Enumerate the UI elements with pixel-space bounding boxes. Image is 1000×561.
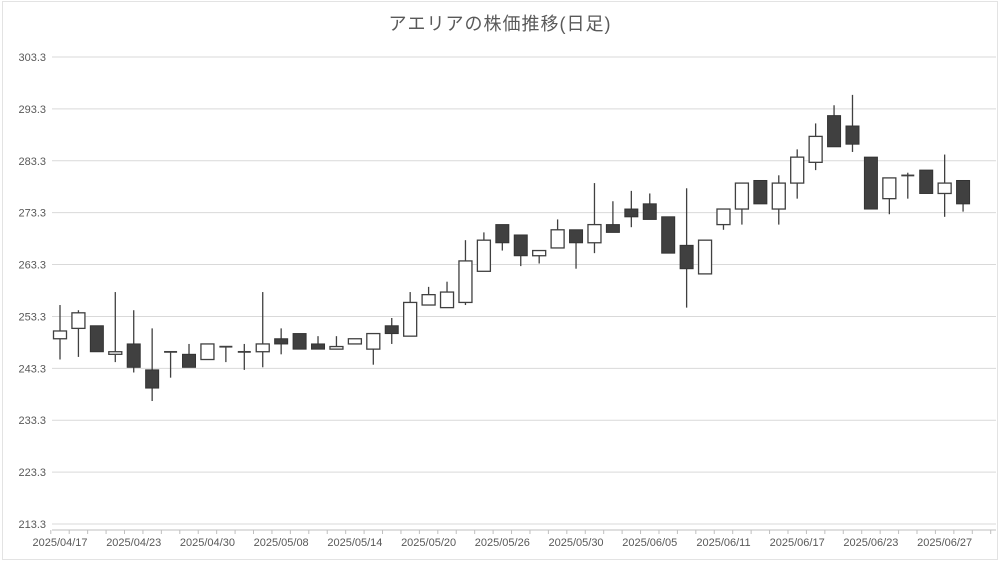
candle-down <box>274 338 289 345</box>
candle-up <box>790 156 805 184</box>
candle-up <box>882 177 897 200</box>
x-axis-label: 2025/04/23 <box>106 537 161 549</box>
candle-down <box>182 353 197 368</box>
candle-doji <box>219 345 233 348</box>
candle-down <box>569 229 584 244</box>
y-axis-label: 273.3 <box>18 208 46 220</box>
candle-up <box>550 229 565 249</box>
x-axis-label: 2025/04/17 <box>32 537 87 549</box>
candle-down <box>384 325 399 335</box>
candle-down <box>311 343 326 350</box>
candle-up <box>532 249 547 257</box>
x-axis-label: 2025/05/08 <box>254 537 309 549</box>
candle-down <box>956 179 971 205</box>
candle-up <box>439 291 455 309</box>
candle-up <box>587 223 602 244</box>
chart-title: アエリアの株価推移(日足) <box>388 14 612 34</box>
x-axis-label: 2025/06/27 <box>917 537 972 549</box>
candle-down <box>495 224 510 244</box>
x-axis-label: 2025/05/20 <box>401 537 456 549</box>
y-axis-label: 253.3 <box>18 311 46 323</box>
candle-up <box>347 338 363 345</box>
candle-down <box>605 224 620 233</box>
candle-down <box>661 216 676 254</box>
y-axis-label: 223.3 <box>18 467 46 479</box>
candle-down <box>145 369 160 389</box>
x-axis-label: 2025/06/23 <box>843 537 898 549</box>
candle-down <box>679 244 694 270</box>
y-axis-label: 293.3 <box>18 104 46 116</box>
candle-up <box>329 345 344 350</box>
candle-up <box>108 351 123 355</box>
candle-down <box>89 325 104 353</box>
x-axis-label: 2025/06/05 <box>622 537 677 549</box>
candle-up <box>366 332 381 350</box>
x-axis-label: 2025/06/11 <box>696 537 750 549</box>
candle-up <box>421 294 436 306</box>
candle-down <box>919 169 934 194</box>
y-axis-label: 263.3 <box>18 260 46 272</box>
candle-up <box>52 330 68 340</box>
x-axis-label: 2025/06/17 <box>770 537 825 549</box>
candle-up <box>771 182 786 210</box>
x-axis-label: 2025/05/14 <box>327 537 382 549</box>
candle-doji <box>237 350 251 353</box>
candle-down <box>845 125 860 145</box>
x-axis-label: 2025/04/30 <box>180 537 235 549</box>
candle-down <box>642 203 657 220</box>
candle-up <box>808 135 823 163</box>
candle-up <box>71 312 86 330</box>
candle-up <box>458 260 473 304</box>
candle-up <box>476 239 492 272</box>
candle-doji <box>164 350 178 353</box>
x-axis-label: 2025/05/30 <box>549 537 604 549</box>
candle-up <box>200 343 215 361</box>
candle-down <box>753 179 768 205</box>
candle-up <box>697 239 713 275</box>
candle-down <box>126 343 141 368</box>
candle-up <box>937 182 952 195</box>
candle-down <box>863 156 878 210</box>
candle-down <box>827 115 842 148</box>
candle-down <box>292 333 307 350</box>
candle-down <box>513 234 528 257</box>
candle-up <box>403 301 418 337</box>
candle-up <box>255 343 270 353</box>
y-axis-label: 233.3 <box>18 415 46 427</box>
y-axis-label: 303.3 <box>18 52 46 64</box>
y-axis-label: 243.3 <box>18 363 46 375</box>
candle-doji <box>901 174 915 177</box>
candle-up <box>734 182 750 210</box>
x-axis-label: 2025/05/26 <box>475 537 530 549</box>
candle-up <box>716 208 731 226</box>
candle-down <box>624 208 639 218</box>
y-axis-label: 283.3 <box>18 156 46 168</box>
y-axis-label: 213.3 <box>18 519 46 531</box>
